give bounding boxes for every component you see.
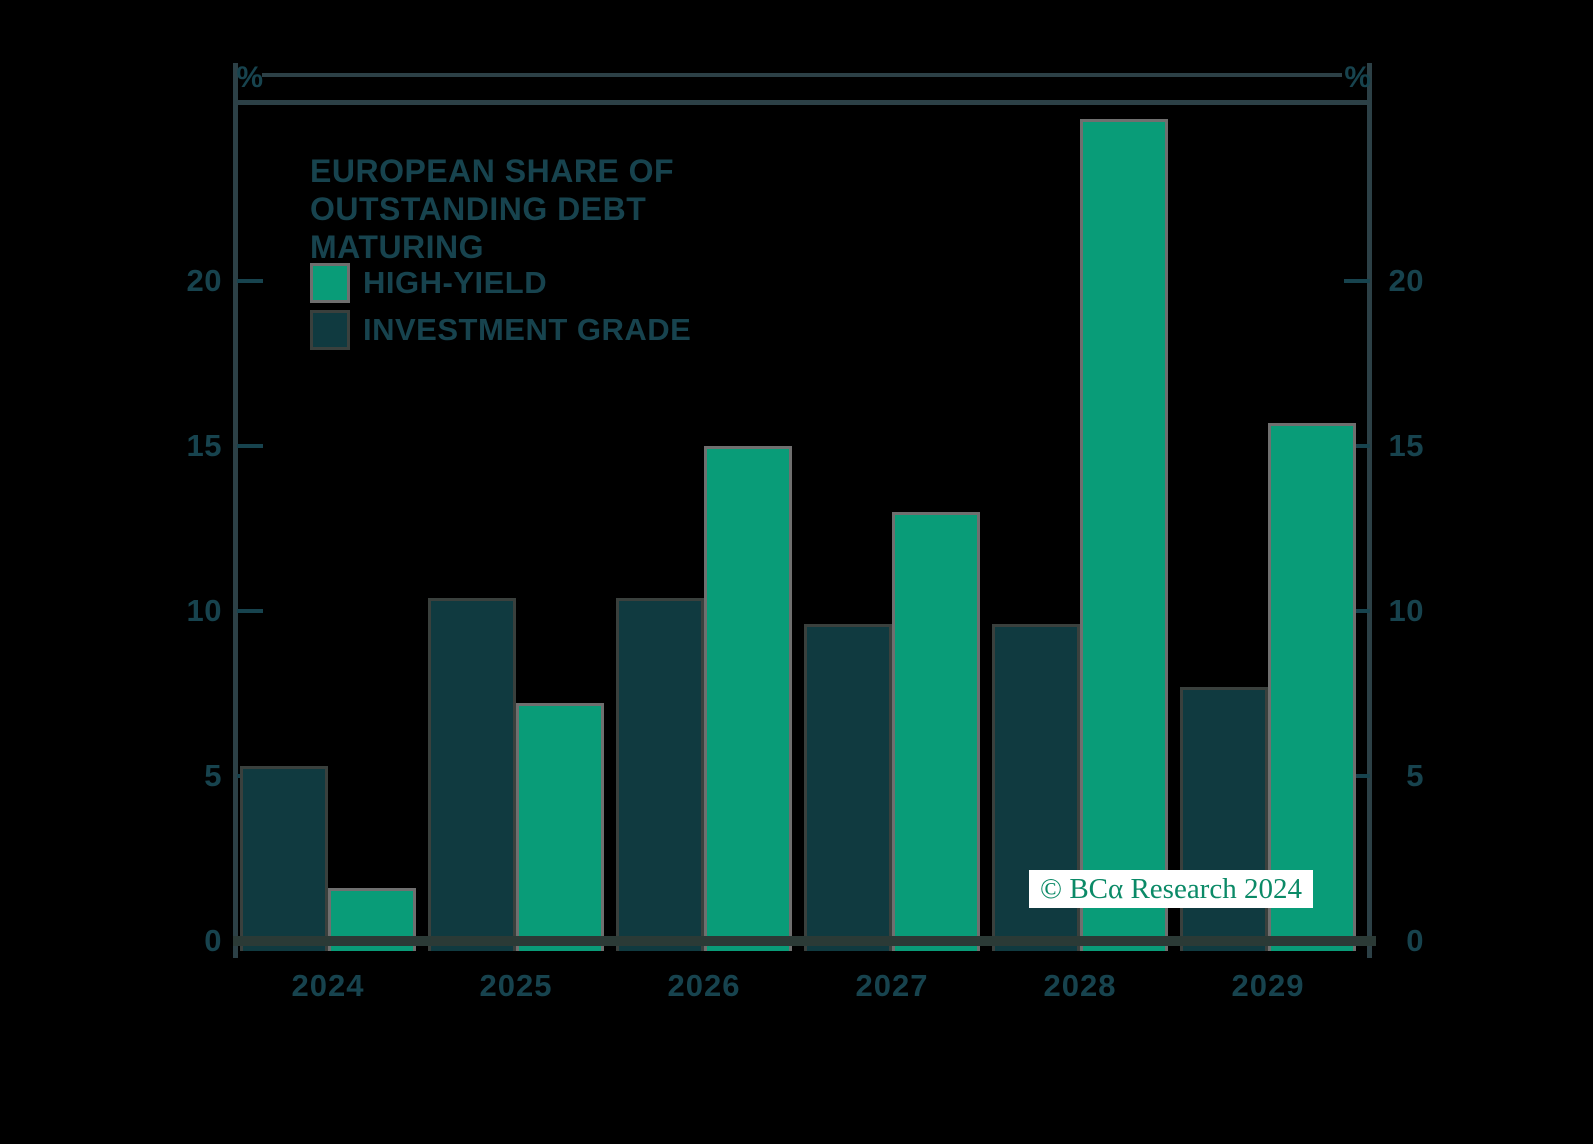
y-tick-label-right-15: 15: [1388, 428, 1424, 463]
chart-title-line-2: OUTSTANDING DEBT: [310, 191, 647, 227]
plot-top-border: [233, 100, 1372, 105]
legend-item-investment-grade: INVESTMENT GRADE: [310, 309, 691, 351]
bar-high-yield-2026: [704, 446, 792, 951]
legend-item-high-yield: HIGH-YIELD: [310, 262, 547, 304]
y-tick-label-right-5: 5: [1406, 758, 1424, 793]
watermark-bca-research: © BCα Research 2024: [1029, 870, 1313, 908]
y-tick-label-right-0: 0: [1406, 923, 1424, 958]
y-tick-left-10: [237, 609, 263, 613]
y-tick-label-right-20: 20: [1388, 263, 1424, 298]
chart-title-line-3: MATURING: [310, 229, 485, 265]
y-tick-label-left-10: 10: [186, 593, 222, 628]
y-axis-unit-left: %: [236, 61, 264, 94]
y-tick-right-15: [1344, 444, 1370, 448]
bar-investment-grade-2027: [804, 624, 892, 951]
y-tick-left-20: [237, 279, 263, 283]
y-axis-unit-right: %: [1344, 61, 1372, 94]
bar-investment-grade-2026: [616, 598, 704, 951]
y-axis-left-spine: [233, 63, 238, 958]
y-tick-label-left-15: 15: [186, 428, 222, 463]
x-tick-label-2029: 2029: [1231, 968, 1305, 1003]
watermark-text: © BCα Research 2024: [1040, 872, 1302, 905]
y-axis-right-spine: [1367, 63, 1372, 958]
legend-label-high-yield: HIGH-YIELD: [363, 265, 548, 300]
y-tick-label-left-20: 20: [186, 263, 222, 298]
bar-investment-grade-2025: [428, 598, 516, 951]
bar-high-yield-2029: [1268, 423, 1356, 951]
legend-swatch-high-yield: [310, 263, 350, 303]
chart-title: EUROPEAN SHARE OF OUTSTANDING DEBT MATUR…: [310, 152, 674, 266]
y-tick-label-right-10: 10: [1388, 593, 1424, 628]
x-tick-label-2027: 2027: [855, 968, 929, 1003]
x-axis-baseline: [233, 936, 1376, 946]
x-tick-label-2026: 2026: [667, 968, 741, 1003]
bar-investment-grade-2024: [240, 766, 328, 951]
bar-high-yield-2025: [516, 703, 604, 951]
bar-investment-grade-2029: [1180, 687, 1268, 951]
x-tick-label-2024: 2024: [291, 968, 365, 1003]
y-tick-right-5: [1344, 774, 1370, 778]
bar-high-yield-2028: [1080, 119, 1168, 951]
legend-label-investment-grade: INVESTMENT GRADE: [363, 312, 692, 347]
bar-high-yield-2027: [892, 512, 980, 951]
y-tick-label-left-5: 5: [204, 758, 222, 793]
legend-swatch-investment-grade: [310, 310, 350, 350]
x-tick-label-2025: 2025: [479, 968, 553, 1003]
y-tick-left-15: [237, 444, 263, 448]
chart-title-line-1: EUROPEAN SHARE OF: [310, 153, 675, 189]
axis-cap-line: [262, 73, 1342, 77]
x-tick-label-2028: 2028: [1043, 968, 1117, 1003]
y-tick-right-20: [1344, 279, 1370, 283]
y-tick-right-10: [1344, 609, 1370, 613]
y-tick-label-left-0: 0: [204, 923, 222, 958]
